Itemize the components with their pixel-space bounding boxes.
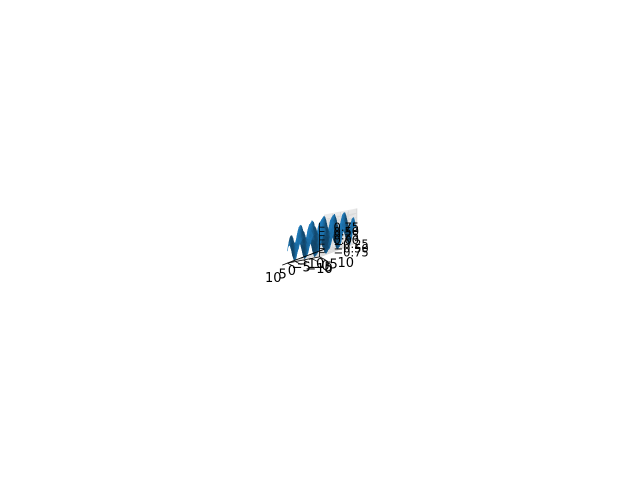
y-tick-label-3: 5 [329, 257, 337, 272]
surface-patch [287, 245, 290, 252]
z-tick-label-1: −0.50 [334, 241, 369, 255]
x-tick-4 [282, 262, 288, 266]
z-tick-label-5: 0.50 [334, 224, 360, 238]
y-gridline-3 [311, 210, 350, 259]
x-tick-3 [291, 259, 297, 262]
y-tick-1 [295, 261, 302, 265]
x-tick-1 [310, 252, 316, 255]
z-tick-label-0: −0.75 [334, 246, 369, 260]
y-tick-2 [303, 259, 310, 264]
y-tick-label-0: −10 [305, 262, 332, 277]
y-tick-0 [287, 262, 294, 267]
y-tick-label-1: −5 [313, 261, 332, 276]
x-tick-0 [319, 248, 325, 252]
z-tick-label-4: 0.25 [334, 229, 360, 243]
x-tick-label-4: 10 [265, 271, 282, 286]
x-tick-label-2: 0 [288, 264, 296, 279]
z-tick-label-3: 0.00 [334, 233, 360, 247]
x-tick-2 [300, 255, 307, 259]
x-tick-label-0: −10 [297, 257, 324, 272]
y-tick-4 [319, 256, 326, 261]
z-tick-label-6: 0.75 [334, 220, 360, 234]
y-tick-label-2: 0 [321, 259, 329, 274]
y-tick-label-4: 10 [338, 256, 355, 271]
x-tick-label-3: 5 [278, 268, 286, 283]
y-gridline-4 [319, 208, 358, 258]
y-tick-3 [311, 258, 318, 262]
x-tick-label-1: −5 [292, 261, 311, 276]
z-tick-label-2: −0.25 [334, 237, 369, 251]
